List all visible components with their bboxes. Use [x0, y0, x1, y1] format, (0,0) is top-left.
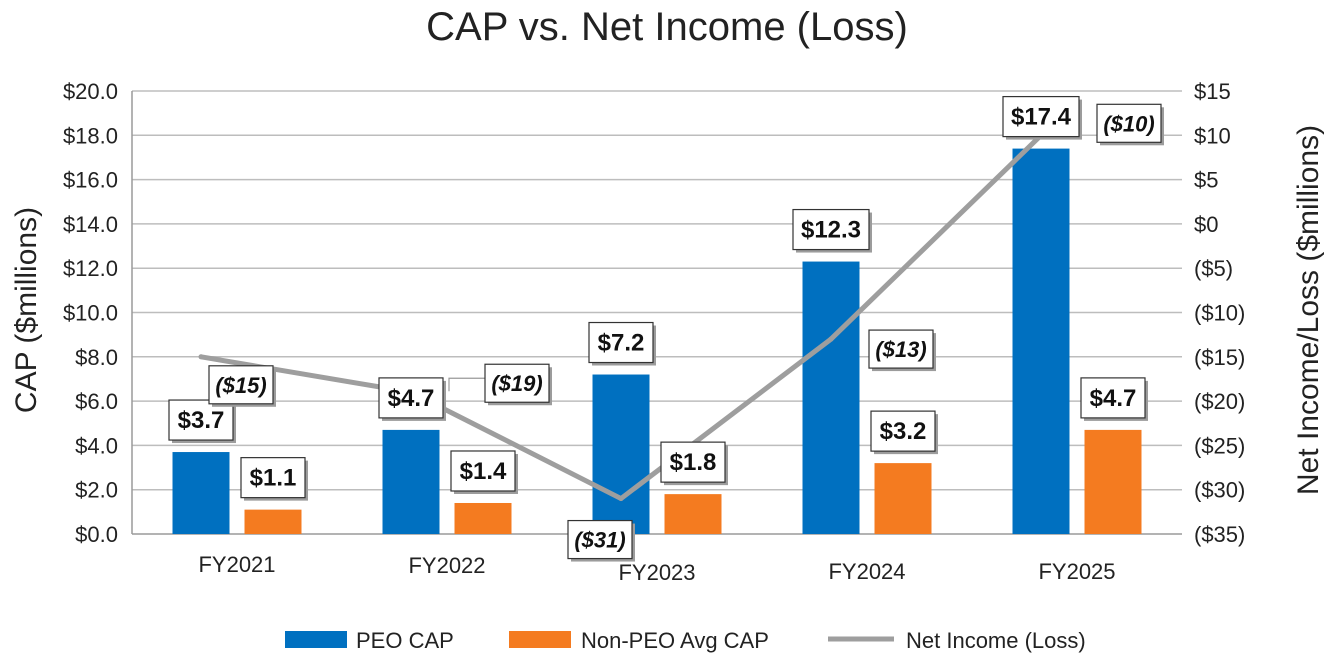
peo-cap-bar [592, 374, 650, 534]
net-income-leader-line [448, 377, 485, 392]
legend: PEO CAP Non-PEO Avg CAP Net Income (Loss) [285, 628, 1086, 653]
category-labels: FY2021 FY2022 FY2023 FY2024 FY2025 [198, 552, 1115, 585]
net-income-data-label: ($10) [1103, 111, 1154, 136]
y2-tick-label: $15 [1194, 79, 1231, 104]
peo-cap-data-label: $17.4 [1011, 104, 1072, 131]
legend-non-peo-cap-label: Non-PEO Avg CAP [581, 628, 769, 653]
peo-cap-data-label: $12.3 [801, 217, 861, 244]
non-peo-cap-data-label: $1.8 [670, 449, 717, 476]
net-income-data-label: ($15) [215, 373, 266, 398]
peo-cap-data-label: $4.7 [388, 385, 435, 412]
data-labels: $3.7 $1.1 $4.7 $1.4 $7.2 $1.8 $12.3 $3.2 $17.4 $4… [168, 95, 1164, 562]
peo-cap-data-label-box [588, 321, 654, 364]
peo-cap-data-label-box [792, 208, 870, 251]
non-peo-cap-data-label-box [450, 450, 516, 492]
peo-cap-data-label-box [1002, 95, 1080, 138]
y-tick-label: $2.0 [75, 478, 118, 503]
chart-title: CAP vs. Net Income (Loss) [426, 5, 908, 49]
y-tick-label: $0.0 [75, 522, 118, 547]
non-peo-avg-cap-bar [454, 502, 512, 534]
y2-tick-label: $10 [1194, 123, 1231, 148]
y2-axis-title: Net Income/Loss ($millions) [1292, 125, 1325, 495]
right-axis-ticks: ($35) ($30) ($25) ($20) ($15) ($10) ($5) $0 $5 $1… [1194, 79, 1245, 547]
y2-tick-label: $5 [1194, 168, 1218, 193]
y2-tick-label: ($10) [1194, 301, 1245, 326]
y2-tick-label: ($15) [1194, 345, 1245, 370]
non-peo-cap-data-label-box [660, 441, 726, 483]
y-tick-label: $6.0 [75, 389, 118, 414]
non-peo-cap-data-label: $3.2 [880, 418, 927, 445]
y-axis-title: CAP ($millions) [10, 207, 43, 413]
peo-cap-data-label: $3.7 [178, 407, 225, 434]
y-tick-label: $4.0 [75, 433, 118, 458]
non-peo-avg-cap-bar [1084, 429, 1142, 534]
y-tick-label: $10.0 [63, 301, 118, 326]
category-label: FY2022 [408, 553, 485, 578]
bars [172, 148, 1142, 534]
net-income-data-label-box [208, 365, 274, 405]
y2-tick-label: ($25) [1194, 433, 1245, 458]
net-income-data-label-box [567, 519, 633, 560]
peo-cap-bar [802, 261, 860, 534]
net-income-data-label-box [1096, 103, 1162, 143]
peo-cap-bar [1012, 148, 1070, 534]
non-peo-avg-cap-bar [664, 494, 722, 534]
y-tick-label: $18.0 [63, 123, 118, 148]
category-label: FY2021 [198, 552, 275, 577]
legend-peo-cap-swatch [285, 631, 347, 648]
non-peo-cap-data-label: $4.7 [1090, 385, 1137, 412]
net-income-data-label: ($13) [875, 337, 926, 362]
non-peo-cap-data-label-box [1080, 377, 1146, 419]
y2-tick-label: ($35) [1194, 522, 1245, 547]
y-tick-label: $16.0 [63, 168, 118, 193]
net-income-data-label-box [484, 363, 550, 403]
y2-tick-label: ($5) [1194, 256, 1233, 281]
y2-tick-label: ($20) [1194, 389, 1245, 414]
y2-tick-label: $0 [1194, 212, 1218, 237]
non-peo-avg-cap-bar [244, 509, 302, 534]
legend-net-income-label: Net Income (Loss) [906, 628, 1086, 653]
net-income-point [198, 354, 204, 360]
category-label: FY2024 [828, 559, 905, 584]
category-label: FY2025 [1038, 559, 1115, 584]
non-peo-avg-cap-bar [874, 463, 932, 534]
net-income-point [618, 496, 624, 502]
non-peo-cap-data-label-box [240, 457, 306, 499]
net-income-point [828, 336, 834, 342]
legend-peo-cap-label: PEO CAP [356, 628, 454, 653]
non-peo-cap-data-label: $1.4 [460, 458, 507, 485]
peo-cap-data-label-box [378, 377, 444, 419]
peo-cap-data-label: $7.2 [598, 330, 645, 357]
y-tick-label: $8.0 [75, 345, 118, 370]
net-income-data-label-box [868, 329, 934, 369]
y-tick-label: $12.0 [63, 256, 118, 281]
non-peo-cap-data-label-box [870, 410, 936, 452]
legend-non-peo-cap-swatch [509, 631, 571, 648]
left-axis-ticks: $0.0 $2.0 $4.0 $6.0 $8.0 $10.0 $12.0 $14.0 $16.0… [63, 79, 118, 547]
y2-tick-label: ($30) [1194, 478, 1245, 503]
peo-cap-bar [382, 429, 440, 534]
y-tick-label: $20.0 [63, 79, 118, 104]
net-income-data-label: ($31) [574, 528, 625, 553]
non-peo-cap-data-label: $1.1 [250, 465, 297, 492]
net-income-data-label: ($19) [491, 371, 542, 396]
category-label: FY2023 [618, 560, 695, 585]
y-tick-label: $14.0 [63, 212, 118, 237]
peo-cap-bar [172, 452, 230, 534]
